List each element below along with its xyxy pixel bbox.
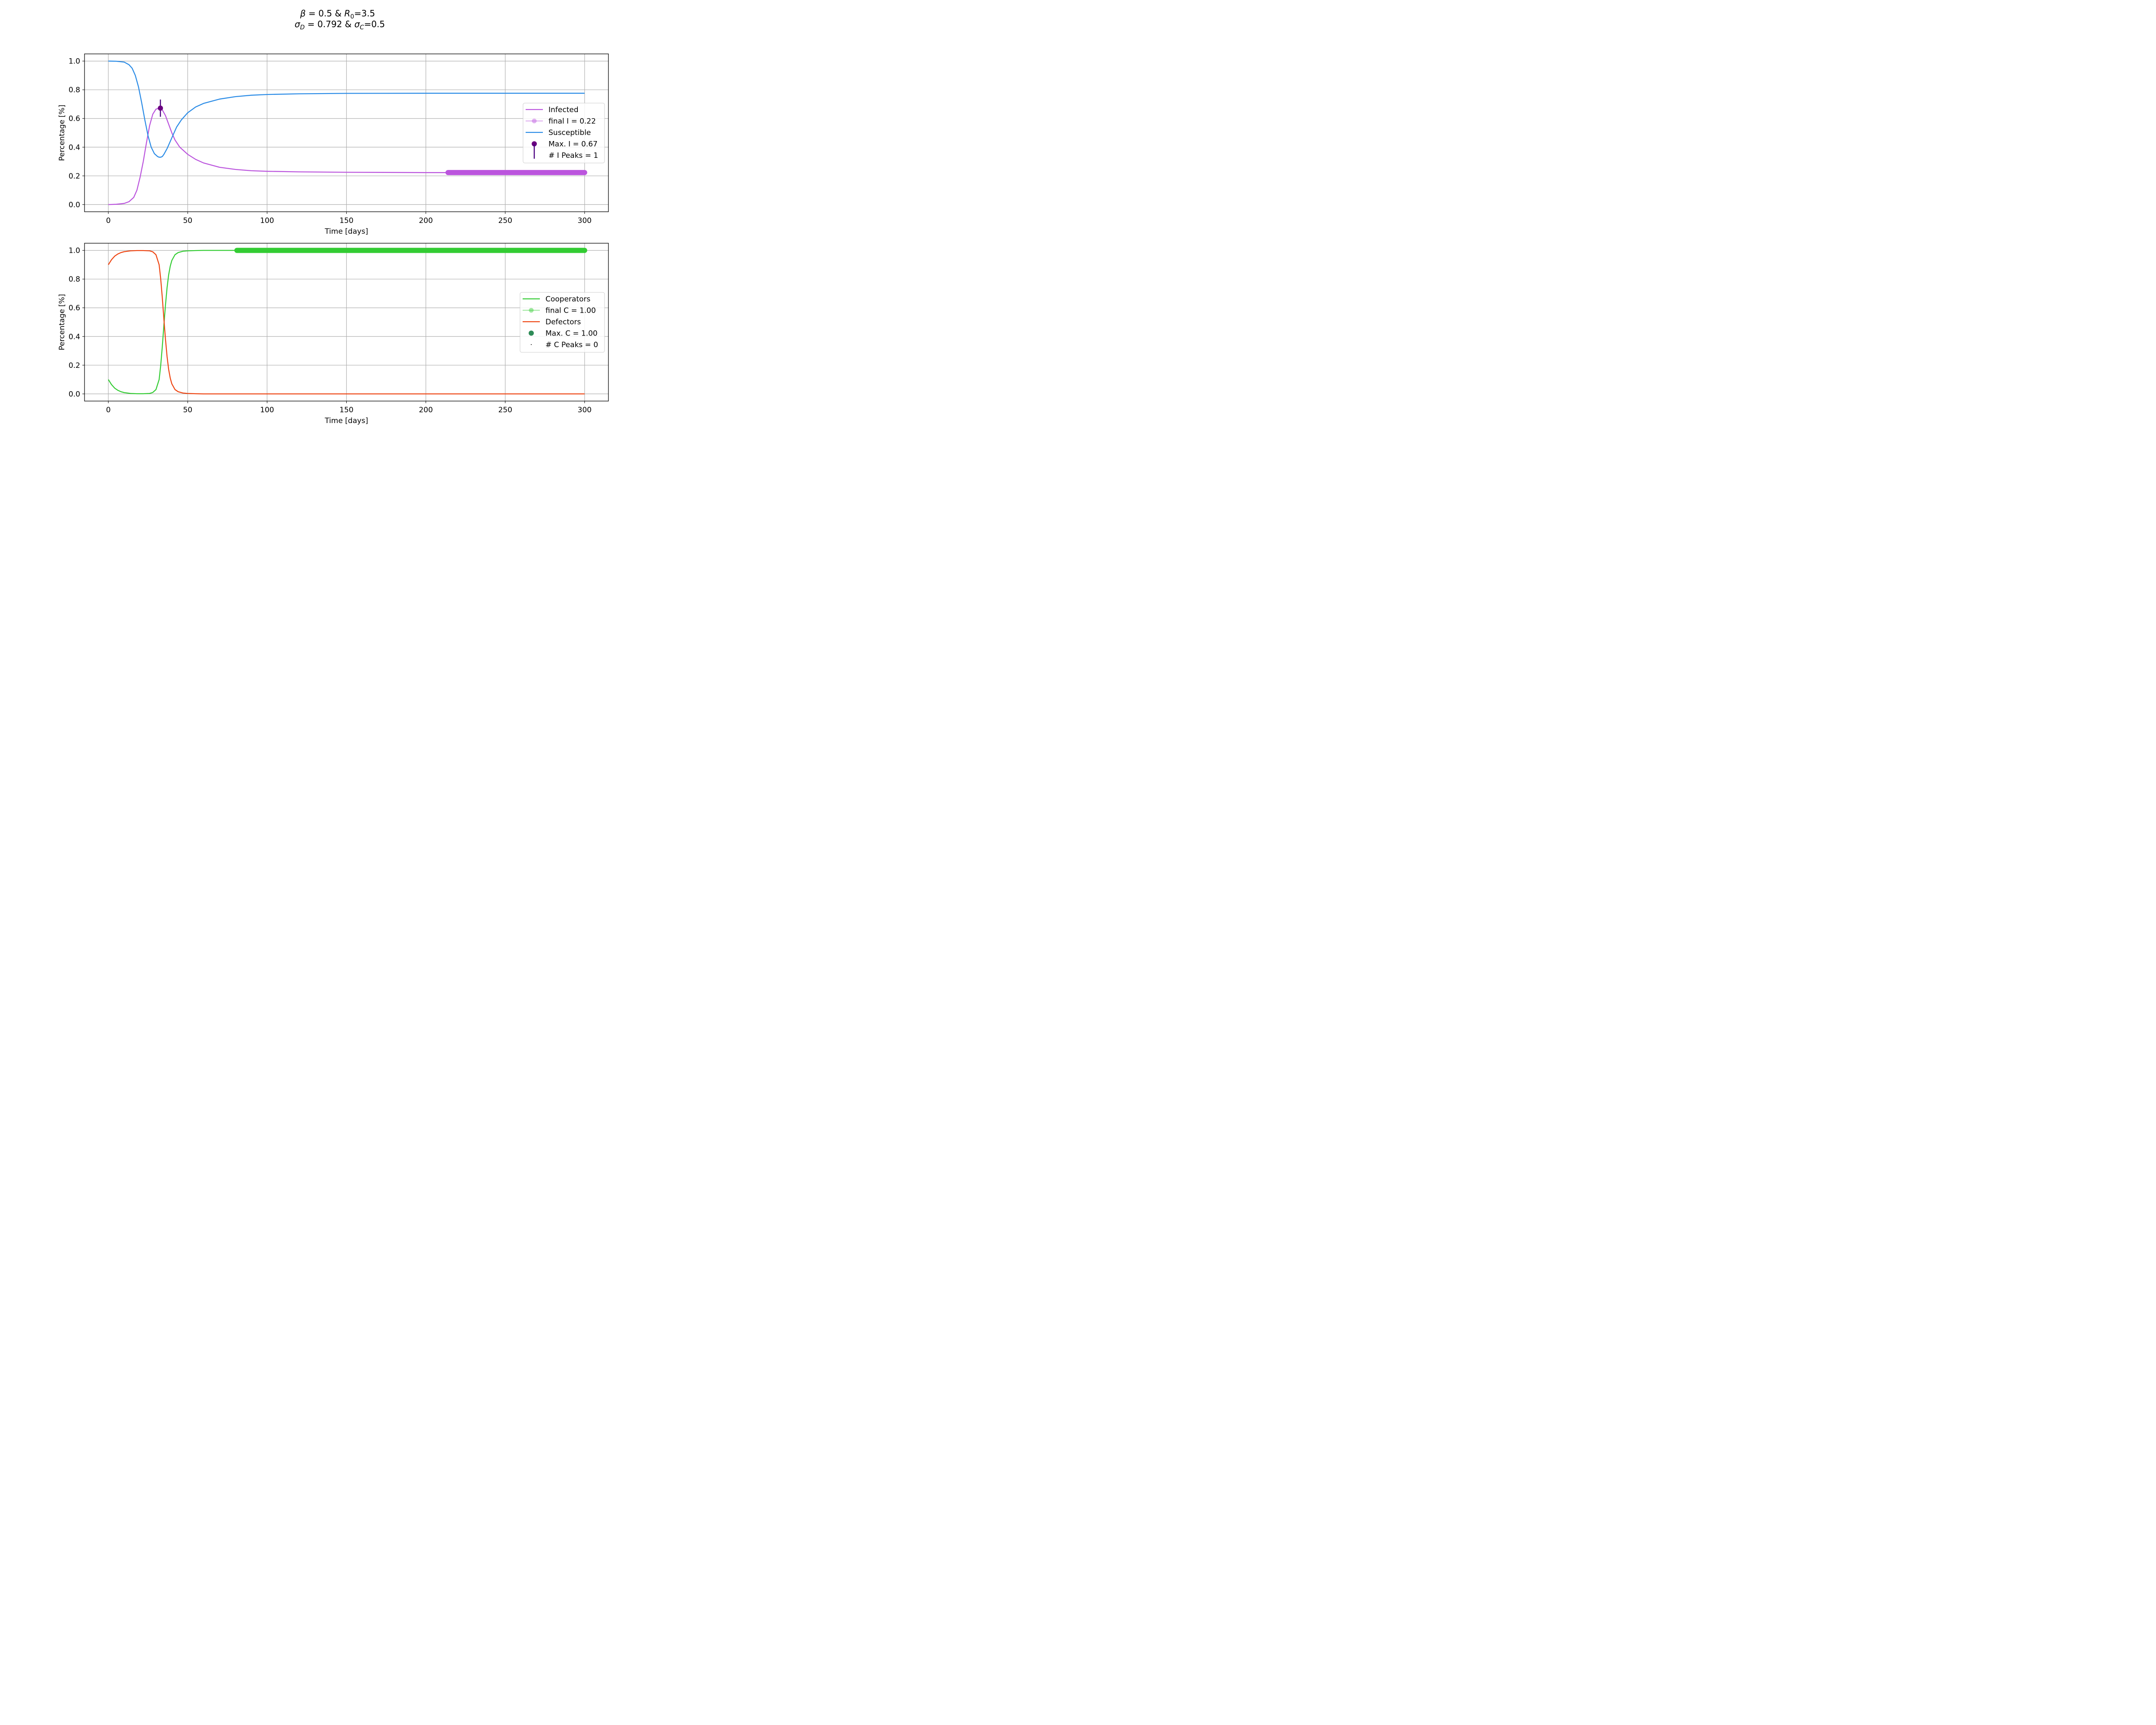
figure: β = 0.5 & R0=3.5 σD = 0.792 & σC=0.5 0 50… <box>0 0 673 448</box>
legend-label: final I = 0.22 <box>548 117 596 126</box>
x-tick-label: 250 <box>498 406 512 414</box>
legend-box <box>523 103 605 163</box>
y-axis-label: Percentage [%] <box>58 294 66 350</box>
y-tick-label: 0.8 <box>69 86 80 94</box>
plot-area <box>108 60 587 205</box>
legend-label: # C Peaks = 0 <box>545 341 598 349</box>
y-tick-label: 0.0 <box>69 390 80 398</box>
series-line-defectors <box>108 250 585 395</box>
plot-area <box>108 248 587 395</box>
x-axis-label: Time [days] <box>324 417 368 425</box>
x-tick-label: 0 <box>106 406 111 414</box>
title-line-2: σD = 0.792 & σC=0.5 <box>295 19 385 31</box>
x-tick-label: 200 <box>419 406 432 414</box>
y-tick-label: 0.0 <box>69 201 80 209</box>
y-tick-label: 0.4 <box>69 143 80 152</box>
title-sigma-c-symbol: σ <box>354 19 360 29</box>
x-tick-label: 100 <box>260 406 274 414</box>
title-line-1: β = 0.5 & R0=3.5 <box>300 8 375 20</box>
x-tick-label: 300 <box>578 216 592 225</box>
x-tick-label: 200 <box>419 216 432 225</box>
y-tick-label: 1.0 <box>69 57 80 66</box>
title-r-value: =3.5 <box>354 8 375 19</box>
x-tick-label: 300 <box>578 406 592 414</box>
x-tick-label: 0 <box>106 216 111 225</box>
figure-title: β = 0.5 & R0=3.5 σD = 0.792 & σC=0.5 <box>295 8 385 31</box>
x-tick-label: 250 <box>498 216 512 225</box>
x-tick-label: 150 <box>339 406 353 414</box>
legend-label: Cooperators <box>545 295 590 304</box>
legend-label: Susceptible <box>548 129 591 137</box>
max-marker <box>157 105 163 111</box>
legend-marker-peaks <box>531 344 532 345</box>
infection-subplot: 0 50 100 150 200 250 300 0.0 0.2 0.4 0.6 0.8 1.0 Tim… <box>58 53 609 236</box>
y-tick-label: 0.6 <box>69 304 80 313</box>
y-tick-label: 0.2 <box>69 172 80 181</box>
x-tick-label: 150 <box>339 216 353 225</box>
title-sigma-c-value: =0.5 <box>364 19 385 29</box>
legend-box <box>520 292 605 353</box>
series-line-susceptible <box>108 60 585 158</box>
title-sigma-d-symbol: σ <box>295 19 301 29</box>
title-beta-symbol: β <box>300 8 306 19</box>
title-r-symbol: R <box>344 8 350 19</box>
axis-ticks: 0 50 100 150 200 250 300 0.0 0.2 0.4 0.6 0.8 1.0 <box>69 247 592 414</box>
legend-marker-final <box>529 308 534 313</box>
title-r-subscript: 0 <box>350 13 354 20</box>
x-tick-label: 50 <box>183 216 192 225</box>
legend: Infected final I = 0.22 Susceptible Max. I … <box>523 103 605 163</box>
legend-label: # I Peaks = 1 <box>548 151 598 160</box>
legend-label: Infected <box>548 106 579 114</box>
legend-label: Max. C = 1.00 <box>545 329 598 338</box>
legend-marker-final <box>532 119 537 123</box>
title-sigma-d-subscript: D <box>300 24 305 31</box>
legend-label: Defectors <box>545 318 581 326</box>
y-tick-label: 0.2 <box>69 361 80 370</box>
title-sigma-d-value: = 0.792 & <box>305 19 354 29</box>
legend-marker-max <box>529 330 534 336</box>
title-sigma-c-subscript: C <box>360 24 364 31</box>
legend-label: final C = 1.00 <box>545 307 596 315</box>
legend-label: Max. I = 0.67 <box>548 140 598 149</box>
x-axis-label: Time [days] <box>324 227 368 236</box>
y-tick-label: 0.6 <box>69 115 80 123</box>
y-tick-label: 0.4 <box>69 332 80 341</box>
y-axis-label: Percentage [%] <box>58 105 66 161</box>
axis-ticks: 0 50 100 150 200 250 300 0.0 0.2 0.4 0.6 0.8 1.0 <box>69 57 592 225</box>
series-line-cooperators <box>108 250 585 395</box>
y-tick-label: 1.0 <box>69 247 80 255</box>
legend: Cooperators final C = 1.00 Defectors Max. C… <box>520 292 605 353</box>
series-line-infected <box>108 107 585 205</box>
x-tick-label: 100 <box>260 216 274 225</box>
y-tick-label: 0.8 <box>69 275 80 284</box>
title-beta-value: = 0.5 & <box>306 8 345 19</box>
x-tick-label: 50 <box>183 406 192 414</box>
cooperation-subplot: 0 50 100 150 200 250 300 0.0 0.2 0.4 0.6 0.8 1.0 Tim… <box>58 243 609 425</box>
